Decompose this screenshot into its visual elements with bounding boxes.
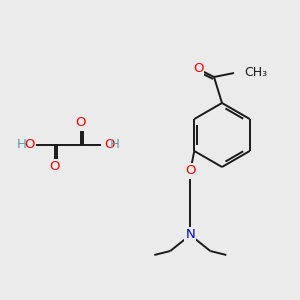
Text: O: O [185,164,196,178]
Text: H: H [17,139,27,152]
Text: O: O [104,139,115,152]
Text: CH₃: CH₃ [244,67,267,80]
Text: O: O [193,62,203,76]
Text: O: O [76,116,86,130]
Text: O: O [25,139,35,152]
Text: N: N [185,229,195,242]
Text: H: H [110,139,120,152]
Text: O: O [50,160,60,173]
